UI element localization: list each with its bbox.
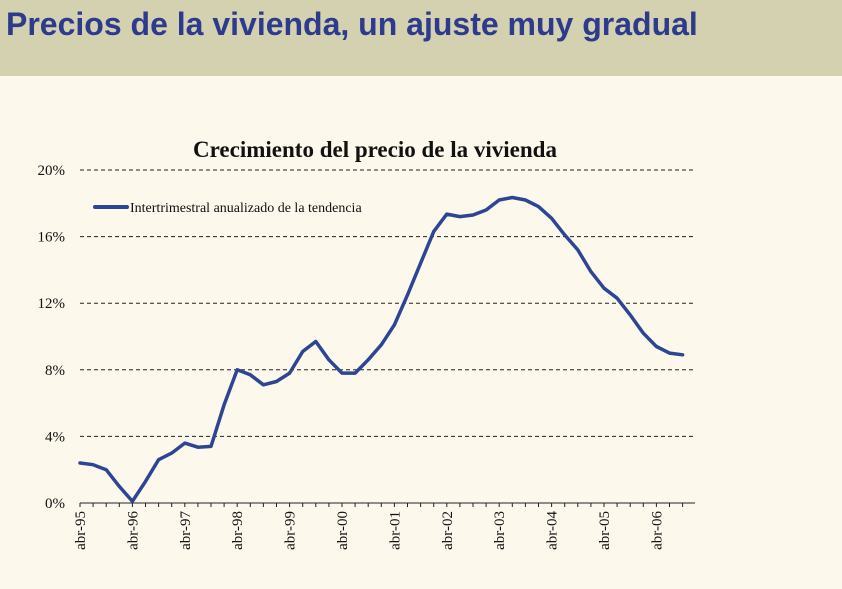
series-group bbox=[78, 195, 685, 504]
x-tick-label: abr-96 bbox=[125, 511, 141, 550]
header-bar: Precios de la vivienda, un ajuste muy gr… bbox=[0, 0, 842, 76]
y-tick-label: 8% bbox=[45, 363, 65, 379]
x-axis-ticks: abr-95 abr-96 abr-97 abr-98 abr-99 abr-00 abr-… bbox=[73, 511, 665, 550]
x-tick-label: abr-97 bbox=[178, 511, 194, 550]
x-tick-label: abr-99 bbox=[283, 511, 299, 550]
x-tick-label: abr-02 bbox=[440, 511, 456, 550]
legend-label: Intertrimestral anualizado de la tendenc… bbox=[130, 201, 362, 216]
y-axis-ticks: 0% 4% 8% 12% 16% 20% bbox=[38, 163, 66, 512]
x-tick-label: abr-00 bbox=[335, 511, 351, 550]
page-title: Precios de la vivienda, un ajuste muy gr… bbox=[6, 6, 698, 42]
y-tick-label: 4% bbox=[45, 429, 65, 445]
x-tick-label: abr-01 bbox=[387, 511, 403, 550]
x-tick-label: abr-03 bbox=[492, 511, 508, 550]
x-axis bbox=[79, 502, 695, 507]
y-tick-label: 0% bbox=[45, 496, 65, 512]
chart-title: Crecimiento del precio de la vivienda bbox=[193, 137, 557, 162]
x-tick-label: abr-04 bbox=[545, 511, 561, 550]
gridlines bbox=[80, 169, 695, 437]
y-tick-label: 16% bbox=[38, 230, 66, 246]
legend: Intertrimestral anualizado de la tendenc… bbox=[93, 201, 362, 216]
y-tick-label: 20% bbox=[38, 163, 66, 179]
x-tick-label: abr-95 bbox=[73, 511, 89, 550]
series-line bbox=[78, 195, 685, 504]
y-tick-label: 12% bbox=[38, 296, 66, 312]
x-tick-label: abr-06 bbox=[649, 511, 665, 550]
x-tick-label: abr-98 bbox=[230, 511, 246, 550]
x-tick-label: abr-05 bbox=[597, 511, 613, 550]
